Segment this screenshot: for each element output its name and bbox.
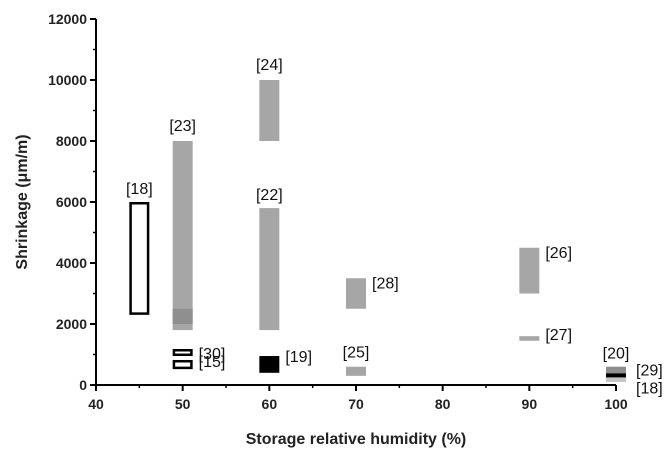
ref-labels: [18] [23] [30][15] [24] [22] [19] [28] [25] [26]… (126, 57, 663, 397)
bar-ref-label: [26] (545, 245, 572, 262)
bar-ref-label: [27] (545, 327, 572, 344)
x-tick-label: 60 (262, 396, 278, 412)
x-ticks: 40 50 60 70 80 90 100 (88, 385, 628, 412)
y-tick-label: 12000 (48, 11, 87, 27)
y-tick-label: 8000 (56, 133, 87, 149)
range-bar (259, 208, 280, 331)
bar-ref-label: [29] (636, 362, 663, 379)
range-bar (172, 308, 193, 324)
bar-ref-label: [23] (169, 118, 196, 135)
bar-ref-label: [19] (285, 349, 312, 366)
bars-layer (129, 80, 626, 382)
x-tick-label: 80 (435, 396, 451, 412)
bar-ref-label: [22] (256, 187, 283, 204)
range-bar (519, 336, 540, 341)
x-tick-label: 40 (88, 396, 104, 412)
bar-ref-label: [20] (603, 346, 630, 363)
y-tick-label: 2000 (56, 316, 87, 332)
y-tick-label: 4000 (56, 255, 87, 271)
range-bar (346, 366, 366, 376)
bar-ref-label: [25] (343, 345, 370, 362)
range-bar (172, 359, 193, 370)
range-bar (172, 349, 193, 357)
y-ticks: 0 2000 4000 6000 8000 10000 12000 (48, 11, 96, 393)
bar-ref-label: [28] (372, 275, 399, 292)
range-bar (259, 80, 280, 141)
range-bar (606, 366, 626, 375)
x-axis-title: Storage relative humidity (%) (246, 431, 467, 448)
y-tick-label: 10000 (48, 72, 87, 88)
x-tick-label: 100 (604, 396, 628, 412)
range-bar (259, 356, 280, 373)
range-bar (606, 373, 626, 378)
bar-ref-label: [15] (199, 354, 226, 371)
bar-ref-label: [24] (256, 57, 283, 74)
range-bar (346, 278, 366, 309)
bar-ref-label: [18] (126, 181, 153, 198)
bar-ref-label: [30] (199, 346, 226, 363)
y-tick-label: 0 (79, 377, 87, 393)
y-tick-label: 6000 (56, 194, 87, 210)
bar-ref-label: [18] (636, 380, 663, 397)
range-bar (606, 377, 626, 382)
range-bar (129, 202, 150, 315)
x-tick-label: 70 (348, 396, 364, 412)
range-bar (519, 247, 540, 294)
x-tick-label: 90 (522, 396, 538, 412)
x-tick-label: 50 (175, 396, 191, 412)
y-axis-title: Shrinkage (μm/m) (14, 134, 31, 269)
range-bar (172, 141, 193, 331)
